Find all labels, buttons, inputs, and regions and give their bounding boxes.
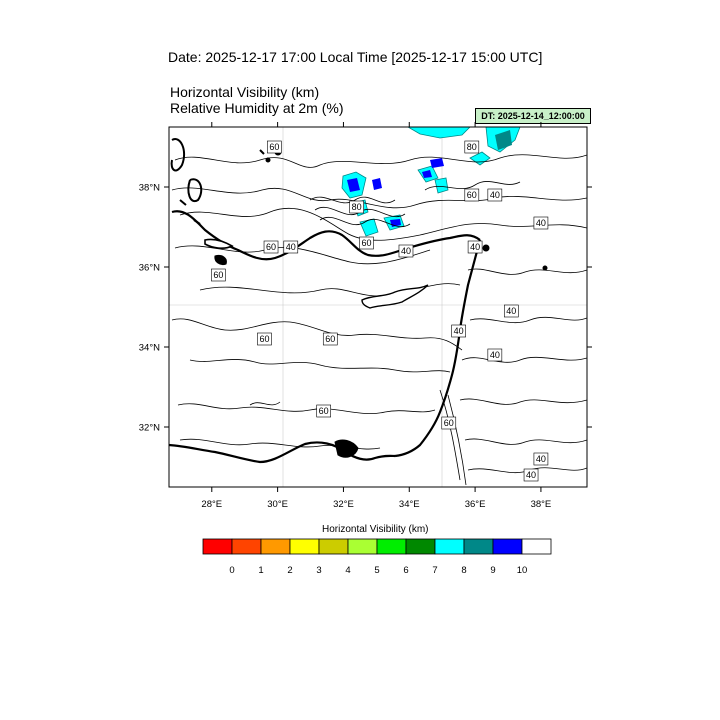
contour-label: 40	[506, 306, 516, 316]
lon-tick-label: 32°E	[333, 499, 354, 510]
contour-label-box	[359, 236, 374, 250]
lon-tick-label: 36°E	[465, 499, 486, 510]
coastlines	[169, 138, 548, 464]
lon-tick-label: 28°E	[201, 499, 222, 510]
contour-label: 40	[490, 350, 500, 360]
contour-label-box	[211, 268, 226, 282]
legend-label: 3	[316, 565, 321, 576]
contour-label: 40	[286, 242, 296, 252]
contour-label-box	[464, 140, 480, 154]
date-title: Date: 2025-12-17 17:00 Local Time [2025-…	[168, 49, 543, 65]
contour-label: 60	[361, 238, 371, 248]
lat-tick-label: 32°N	[139, 423, 160, 434]
contour-label-box	[464, 188, 480, 202]
legend-label: 7	[432, 565, 437, 576]
legend-swatch	[318, 538, 349, 555]
legend-label: 5	[374, 565, 379, 576]
contour-label: 40	[526, 470, 536, 480]
legend-label: 8	[461, 565, 466, 576]
legend-swatch	[463, 538, 494, 555]
contour-label: 60	[213, 270, 223, 280]
contour-label: 40	[536, 454, 546, 464]
contour-label: 40	[470, 242, 480, 252]
map-frame	[168, 126, 588, 488]
contour-label-box	[533, 452, 549, 466]
contour-label-box	[283, 240, 299, 254]
legend-label: 6	[403, 565, 408, 576]
contour-label: 60	[319, 406, 329, 416]
contour-label-box	[349, 200, 364, 214]
variable-title-visibility: Horizontal Visibility (km)	[170, 84, 320, 100]
legend-swatch	[405, 538, 436, 555]
contour-label: 40	[490, 190, 500, 200]
contour-label: 80	[467, 142, 477, 152]
contour-label-box	[316, 404, 331, 418]
contour-label: 60	[467, 190, 477, 200]
contour-label-box	[257, 332, 272, 346]
legend-swatch	[492, 538, 523, 555]
legend-swatch	[260, 538, 291, 555]
legend-label: 0	[229, 565, 234, 576]
longitude-ticks: 28°E 30°E 32°E 34°E 36°E 38°E	[201, 122, 551, 510]
visibility-shading	[341, 127, 521, 237]
legend-label: 2	[287, 565, 292, 576]
contour-label: 60	[325, 334, 335, 344]
legend-swatch	[521, 538, 552, 555]
contour-label-box	[263, 240, 279, 254]
legend-swatch	[376, 538, 407, 555]
legend-swatch	[347, 538, 378, 555]
legend-title: Horizontal Visibility (km)	[322, 524, 429, 535]
contour-label: 60	[269, 142, 279, 152]
legend-label: 1	[258, 565, 263, 576]
lat-tick-label: 34°N	[139, 343, 160, 354]
contour-label: 60	[266, 242, 276, 252]
contour-label-box	[267, 140, 282, 154]
latitude-ticks: 38°N 36°N 34°N 32°N	[139, 183, 592, 434]
contour-label-box	[487, 348, 503, 362]
lon-tick-label: 38°E	[531, 499, 552, 510]
variable-title-humidity: Relative Humidity at 2m (%)	[170, 100, 344, 116]
dt-badge: DT: 2025-12-14_12:00:00	[475, 108, 591, 124]
legend-swatch	[434, 538, 465, 555]
legend-swatch	[231, 538, 262, 555]
legend-label: 10	[517, 565, 528, 576]
contour-label-box	[467, 240, 483, 254]
legend-swatch	[289, 538, 320, 555]
contour-label-box	[503, 304, 519, 318]
legend-label: 4	[345, 565, 350, 576]
lat-tick-label: 36°N	[139, 263, 160, 274]
contour-label-box	[322, 332, 338, 346]
legend-swatch	[202, 538, 233, 555]
contour-label-box	[487, 188, 503, 202]
contour-label: 80	[352, 202, 362, 212]
contour-label-box	[533, 216, 549, 230]
lon-tick-label: 30°E	[267, 499, 288, 510]
contour-label: 40	[401, 246, 411, 256]
contour-label-box	[398, 244, 414, 258]
contour-label-box	[523, 468, 539, 482]
contour-label: 40	[454, 326, 464, 336]
legend-labels: 0 1 2 3 4 5 6 7 8 9 10	[229, 565, 527, 576]
legend-colorbar	[202, 538, 552, 555]
contour-label-box	[451, 324, 466, 338]
contour-label-box	[441, 416, 457, 430]
legend-label: 9	[490, 565, 495, 576]
lon-tick-label: 34°E	[399, 499, 420, 510]
lat-tick-label: 38°N	[139, 183, 160, 194]
contour-label: 60	[444, 418, 454, 428]
contour-label: 60	[259, 334, 269, 344]
contour-label: 40	[536, 218, 546, 228]
